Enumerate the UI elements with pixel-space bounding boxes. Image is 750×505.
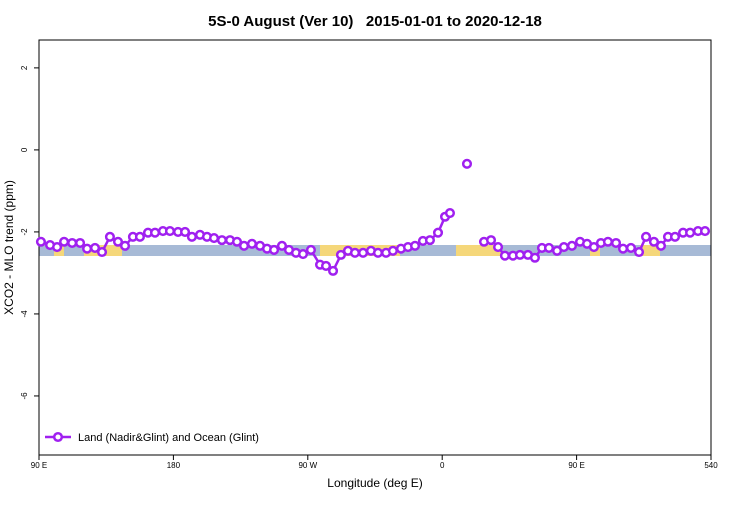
data-point — [529, 252, 540, 263]
x-tick-label: 90 E — [568, 461, 584, 470]
data-point — [461, 158, 473, 169]
data-point — [685, 227, 696, 238]
data-point — [89, 242, 101, 253]
data-point — [320, 260, 332, 272]
data-point — [617, 243, 629, 254]
data-point — [269, 244, 280, 256]
x-tick-label: 540 — [704, 461, 718, 470]
data-point — [444, 208, 456, 219]
y-tick-label: -2 — [20, 228, 29, 236]
data-point — [558, 242, 569, 253]
data-point — [588, 242, 599, 253]
data-point — [59, 236, 70, 247]
land-band — [456, 245, 502, 256]
data-point — [610, 237, 622, 249]
x-tick-label: 0 — [440, 461, 445, 470]
data-point — [276, 240, 288, 251]
y-tick-label: -6 — [20, 392, 29, 400]
data-point — [514, 249, 526, 260]
data-point — [67, 237, 78, 249]
y-tick-label: 2 — [20, 65, 29, 70]
legend-label: Land (Nadir&Glint) and Ocean (Glint) — [78, 432, 259, 444]
data-point — [112, 236, 124, 247]
data-point — [208, 233, 220, 244]
x-tick-label: 180 — [167, 461, 181, 470]
data-point — [349, 247, 361, 258]
x-tick-label: 90 W — [298, 461, 317, 470]
data-point — [669, 231, 681, 242]
data-point — [52, 242, 63, 253]
data-point — [424, 235, 436, 246]
data-point — [566, 240, 578, 251]
data-point — [633, 246, 645, 258]
data-point — [119, 240, 131, 251]
data-point — [179, 226, 191, 237]
data-point — [409, 240, 421, 251]
data-point — [493, 242, 504, 253]
data-point — [485, 235, 497, 246]
x-tick-label: 90 E — [31, 461, 47, 470]
data-point — [186, 231, 197, 242]
data-point — [104, 231, 115, 242]
data-point — [246, 238, 257, 249]
data-point — [35, 236, 46, 247]
data-point — [297, 249, 309, 260]
x-axis-label: Longitude (deg E) — [327, 476, 422, 490]
legend-item: Land (Nadir&Glint) and Ocean (Glint) — [45, 431, 259, 444]
data-point — [640, 231, 652, 242]
data-point — [499, 250, 510, 261]
data-point — [216, 235, 227, 246]
data-point — [358, 247, 369, 258]
data-point — [327, 265, 339, 276]
data-point — [625, 242, 637, 253]
data-point — [96, 246, 108, 258]
data-point — [82, 243, 93, 254]
data-point — [699, 226, 711, 237]
y-tick-label: -4 — [20, 310, 29, 318]
data-point — [335, 249, 347, 260]
y-tick-label: 0 — [20, 147, 29, 152]
data-point — [238, 240, 250, 251]
plot-frame — [38, 39, 712, 456]
data-point — [543, 242, 555, 253]
data-point — [602, 236, 614, 247]
data-point — [648, 236, 660, 247]
data-point — [305, 244, 316, 256]
data-point — [372, 247, 384, 258]
legend-marker — [52, 431, 64, 443]
data-point — [231, 236, 243, 247]
data-point — [75, 237, 86, 249]
data-point — [432, 227, 444, 238]
land-band — [640, 245, 660, 256]
y-axis-label: XCO2 - MLO trend (ppm) — [2, 180, 16, 315]
data-point — [387, 245, 398, 256]
data-point — [149, 227, 161, 238]
chart-title: 5S-0 August (Ver 10) 2015-01-01 to 2020-… — [208, 13, 542, 30]
data-point — [164, 226, 176, 237]
data-point — [134, 231, 145, 242]
data-point — [655, 240, 667, 251]
